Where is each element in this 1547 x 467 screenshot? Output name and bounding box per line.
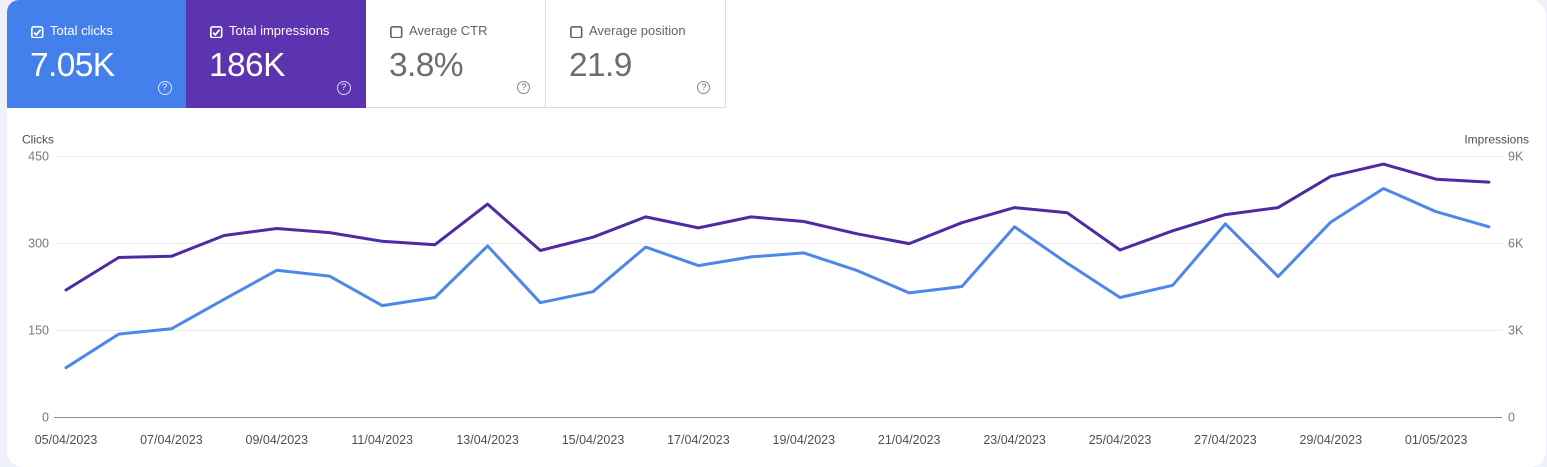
svg-text:21/04/2023: 21/04/2023 — [878, 433, 941, 447]
svg-text:15/04/2023: 15/04/2023 — [562, 433, 625, 447]
svg-text:25/04/2023: 25/04/2023 — [1089, 433, 1152, 447]
svg-text:450: 450 — [28, 150, 49, 164]
svg-text:13/04/2023: 13/04/2023 — [456, 433, 519, 447]
svg-text:07/04/2023: 07/04/2023 — [140, 433, 203, 447]
svg-text:11/04/2023: 11/04/2023 — [351, 433, 413, 447]
svg-text:150: 150 — [28, 324, 49, 338]
svg-text:Clicks: Clicks — [22, 133, 54, 147]
svg-text:9K: 9K — [1508, 150, 1524, 164]
svg-text:19/04/2023: 19/04/2023 — [773, 433, 836, 447]
svg-text:29/04/2023: 29/04/2023 — [1300, 433, 1363, 447]
svg-text:01/05/2023: 01/05/2023 — [1405, 433, 1468, 447]
svg-text:23/04/2023: 23/04/2023 — [983, 433, 1046, 447]
svg-text:6K: 6K — [1508, 237, 1524, 251]
svg-text:3K: 3K — [1508, 324, 1524, 338]
svg-text:09/04/2023: 09/04/2023 — [246, 433, 309, 447]
svg-text:0: 0 — [1508, 411, 1515, 425]
svg-text:0: 0 — [42, 411, 49, 425]
svg-text:17/04/2023: 17/04/2023 — [667, 433, 730, 447]
svg-text:27/04/2023: 27/04/2023 — [1194, 433, 1257, 447]
svg-text:300: 300 — [28, 237, 49, 251]
svg-text:05/04/2023: 05/04/2023 — [35, 433, 98, 447]
svg-text:Impressions: Impressions — [1464, 133, 1529, 147]
